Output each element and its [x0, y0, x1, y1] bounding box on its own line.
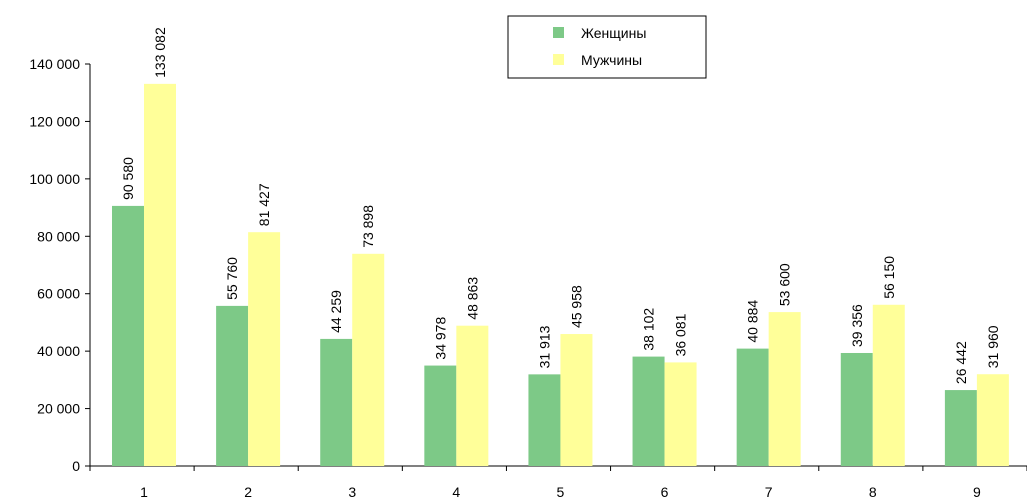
bar-women: [736, 348, 769, 466]
bars: [112, 83, 1009, 467]
bar-women: [840, 352, 873, 466]
y-tick-label: 0: [72, 458, 80, 474]
legend-swatch: [553, 54, 564, 65]
y-tick-label: 100 000: [29, 171, 80, 187]
bar-men: [352, 253, 385, 466]
y-tick-label: 140 000: [29, 56, 80, 72]
x-tick-label: 6: [661, 484, 669, 500]
data-label: 90 580: [120, 157, 136, 200]
data-label: 31 960: [985, 325, 1001, 368]
data-label: 34 978: [432, 317, 448, 360]
data-label: 36 081: [673, 313, 689, 356]
bar-men: [456, 325, 489, 466]
data-label: 45 958: [568, 285, 584, 328]
y-tick-label: 20 000: [37, 401, 80, 417]
bar-women: [944, 390, 977, 466]
x-tick-label: 3: [348, 484, 356, 500]
data-label: 53 600: [777, 263, 793, 306]
x-tick-label: 4: [452, 484, 460, 500]
y-tick-label: 60 000: [37, 286, 80, 302]
bar-men: [976, 374, 1009, 466]
bar-women: [320, 338, 353, 466]
bar-men: [768, 312, 801, 466]
legend-label: Мужчины: [581, 52, 642, 68]
data-label: 39 356: [849, 304, 865, 347]
y-tick-label: 80 000: [37, 228, 80, 244]
legend-label: Женщины: [581, 25, 646, 41]
legend: Женщины Мужчины: [507, 15, 707, 79]
y-axis: 0 20 000 40 000 60 000 80 000 100 000 120 000 1…: [29, 56, 91, 474]
bar-men: [664, 362, 697, 466]
bar-women: [112, 205, 144, 466]
data-label: 133 082: [152, 27, 168, 78]
y-tick-label: 40 000: [37, 343, 80, 359]
bar-men: [144, 83, 176, 467]
x-tick-label: 9: [973, 484, 981, 500]
data-label: 40 884: [745, 300, 761, 343]
bar-women: [528, 374, 561, 466]
data-label: 73 898: [360, 205, 376, 248]
legend-box: [507, 15, 707, 79]
data-label: 31 913: [536, 325, 552, 368]
x-tick-label: 5: [557, 484, 565, 500]
data-label: 55 760: [224, 257, 240, 300]
x-tick-label: 8: [869, 484, 877, 500]
data-label: 56 150: [881, 256, 897, 299]
y-tick-label: 120 000: [29, 113, 80, 129]
data-label: 48 863: [464, 277, 480, 320]
bar-women: [632, 356, 665, 466]
x-axis: 1 2 3 4 5 6 7 8 9: [89, 465, 1027, 500]
bar-women: [216, 305, 249, 466]
data-label: 44 259: [328, 290, 344, 333]
bar-men: [560, 334, 593, 466]
bar-men: [248, 232, 281, 466]
bar-men: [872, 304, 905, 466]
legend-swatch: [553, 27, 564, 38]
bar-women: [424, 365, 457, 466]
x-tick-label: 1: [140, 484, 148, 500]
data-label: 38 102: [641, 308, 657, 351]
data-label: 26 442: [953, 341, 969, 384]
x-tick-label: 7: [765, 484, 773, 500]
data-label: 81 427: [256, 183, 272, 226]
x-tick-label: 2: [244, 484, 252, 500]
data-labels: 90 580 133 082 55 760 81 427 44 259 73 898 34 …: [120, 27, 1001, 384]
